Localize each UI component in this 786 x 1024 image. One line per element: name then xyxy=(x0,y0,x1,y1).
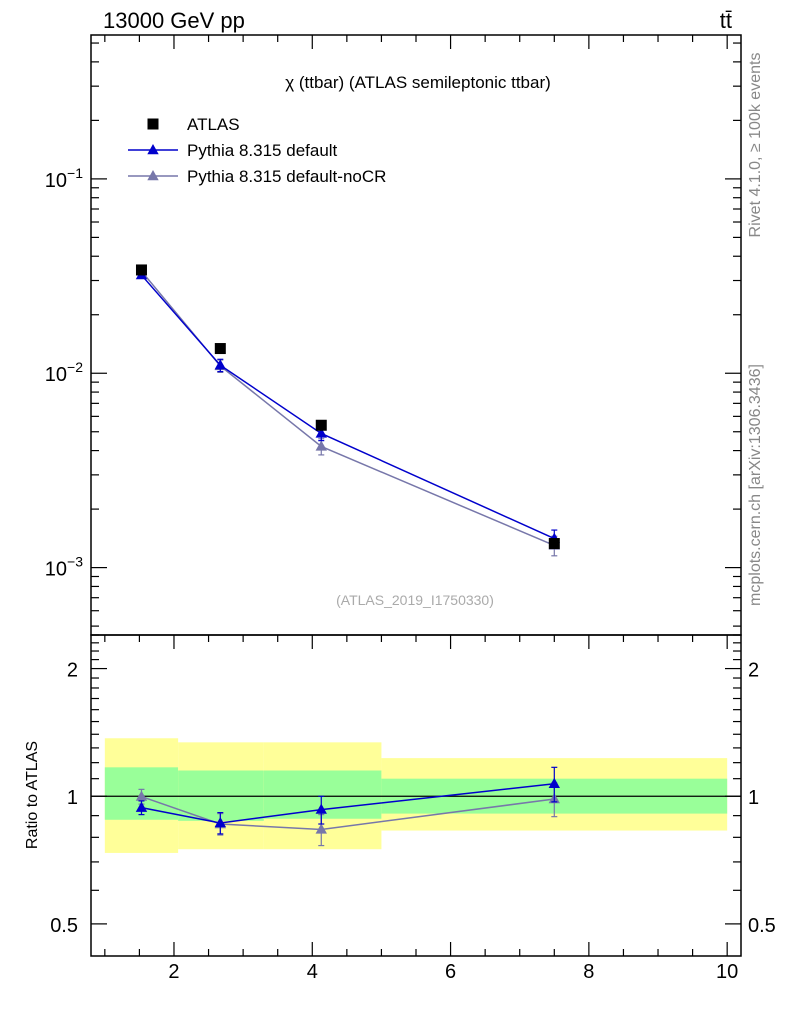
ratio-y-tick-label-right: 1 xyxy=(748,787,759,809)
ratio-y-axis: 2 2 1 1 0.5 0.5 xyxy=(50,634,776,937)
data-point xyxy=(214,343,226,355)
ratio-y-tick-label: 0.5 xyxy=(50,915,78,937)
y-tick-label: 10−3 xyxy=(45,554,83,581)
data-point xyxy=(135,264,147,276)
data-point xyxy=(548,538,560,550)
ratio-point xyxy=(315,823,327,834)
legend-marker xyxy=(147,118,159,130)
x-tick-label: 10 xyxy=(716,961,738,983)
main-panel: 10−1 10−2 10−3 χ (ttbar) (ATLAS semilepton… xyxy=(45,34,742,636)
ratio-plot-area xyxy=(91,738,741,853)
process-label: tt̄ xyxy=(720,8,732,33)
x-tick-label: 4 xyxy=(307,961,318,983)
y-tick-label: 10−2 xyxy=(45,359,83,386)
ratio-series-line xyxy=(141,795,555,831)
series-line xyxy=(140,274,555,540)
ratio-ylabel: Ratio to ATLAS xyxy=(24,741,41,849)
ratio-y-tick-label-right: 0.5 xyxy=(748,915,776,937)
x-tick-label: 6 xyxy=(445,961,456,983)
data-point xyxy=(315,419,327,431)
ratio-panel: 2 2 1 1 0.5 0.5 Ratio to ATLAS 2 4 6 8 10 xyxy=(24,35,776,983)
chart-title: χ (ttbar) (ATLAS semileptonic ttbar) xyxy=(285,73,551,92)
main-y-axis: 10−1 10−2 10−3 xyxy=(45,42,741,627)
ratio-point xyxy=(315,803,327,814)
ratio-y-tick-label: 2 xyxy=(67,660,78,682)
ratio-point xyxy=(548,777,560,788)
data-point xyxy=(315,427,327,438)
x-tick-label: 2 xyxy=(168,961,179,983)
ratio-series-line xyxy=(141,783,555,824)
x-tick-label: 8 xyxy=(583,961,594,983)
analysis-id: (ATLAS_2019_I1750330) xyxy=(336,592,494,608)
legend-marker xyxy=(147,144,159,155)
ratio-point xyxy=(135,801,148,812)
legend: ATLAS Pythia 8.315 default Pythia 8.315 de… xyxy=(128,115,386,186)
y-tick-label: 10−1 xyxy=(45,165,83,192)
rivet-version-label: Rivet 4.1.0, ≥ 100k events xyxy=(747,53,764,238)
ratio-y-tick-label: 1 xyxy=(67,787,78,809)
source-label: mcplots.cern.ch [arXiv:1306.3436] xyxy=(747,364,764,606)
legend-label: Pythia 8.315 default-noCR xyxy=(187,167,386,186)
ratio-point xyxy=(135,790,148,801)
energy-label: 13000 GeV pp xyxy=(103,8,245,33)
series-line xyxy=(140,270,555,547)
legend-label: ATLAS xyxy=(187,115,240,134)
ratio-y-tick-label-right: 2 xyxy=(748,660,759,682)
data-point xyxy=(315,440,327,451)
main-plot-area xyxy=(135,264,560,557)
legend-marker xyxy=(147,170,159,181)
data-point xyxy=(214,359,227,370)
x-axis: 2 4 6 8 10 xyxy=(104,35,738,983)
legend-label: Pythia 8.315 default xyxy=(187,141,338,160)
ratio-point xyxy=(214,816,227,828)
